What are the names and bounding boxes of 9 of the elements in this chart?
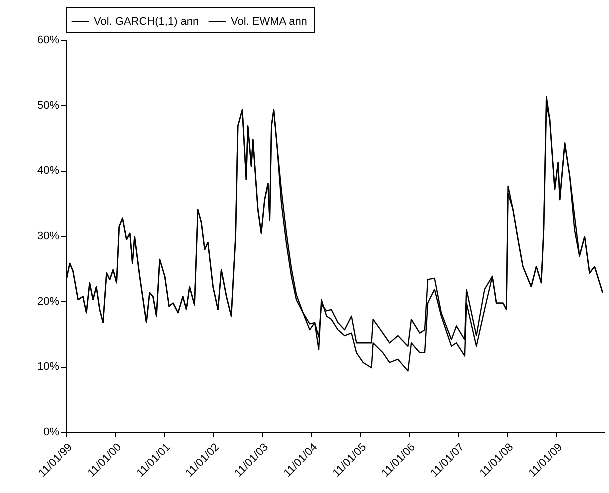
y-tick-label: 0% <box>44 426 60 438</box>
y-tick-label: 10% <box>37 361 60 374</box>
y-tick-label: 20% <box>37 296 60 308</box>
legend-label: Vol. GARCH(1,1) ann <box>94 16 200 28</box>
y-tick-label: 60% <box>37 34 60 46</box>
legend-label: Vol. EWMA ann <box>231 16 308 28</box>
y-tick-label: 30% <box>37 230 60 242</box>
y-tick-label: 40% <box>37 165 60 178</box>
y-tick-label: 50% <box>37 100 60 112</box>
